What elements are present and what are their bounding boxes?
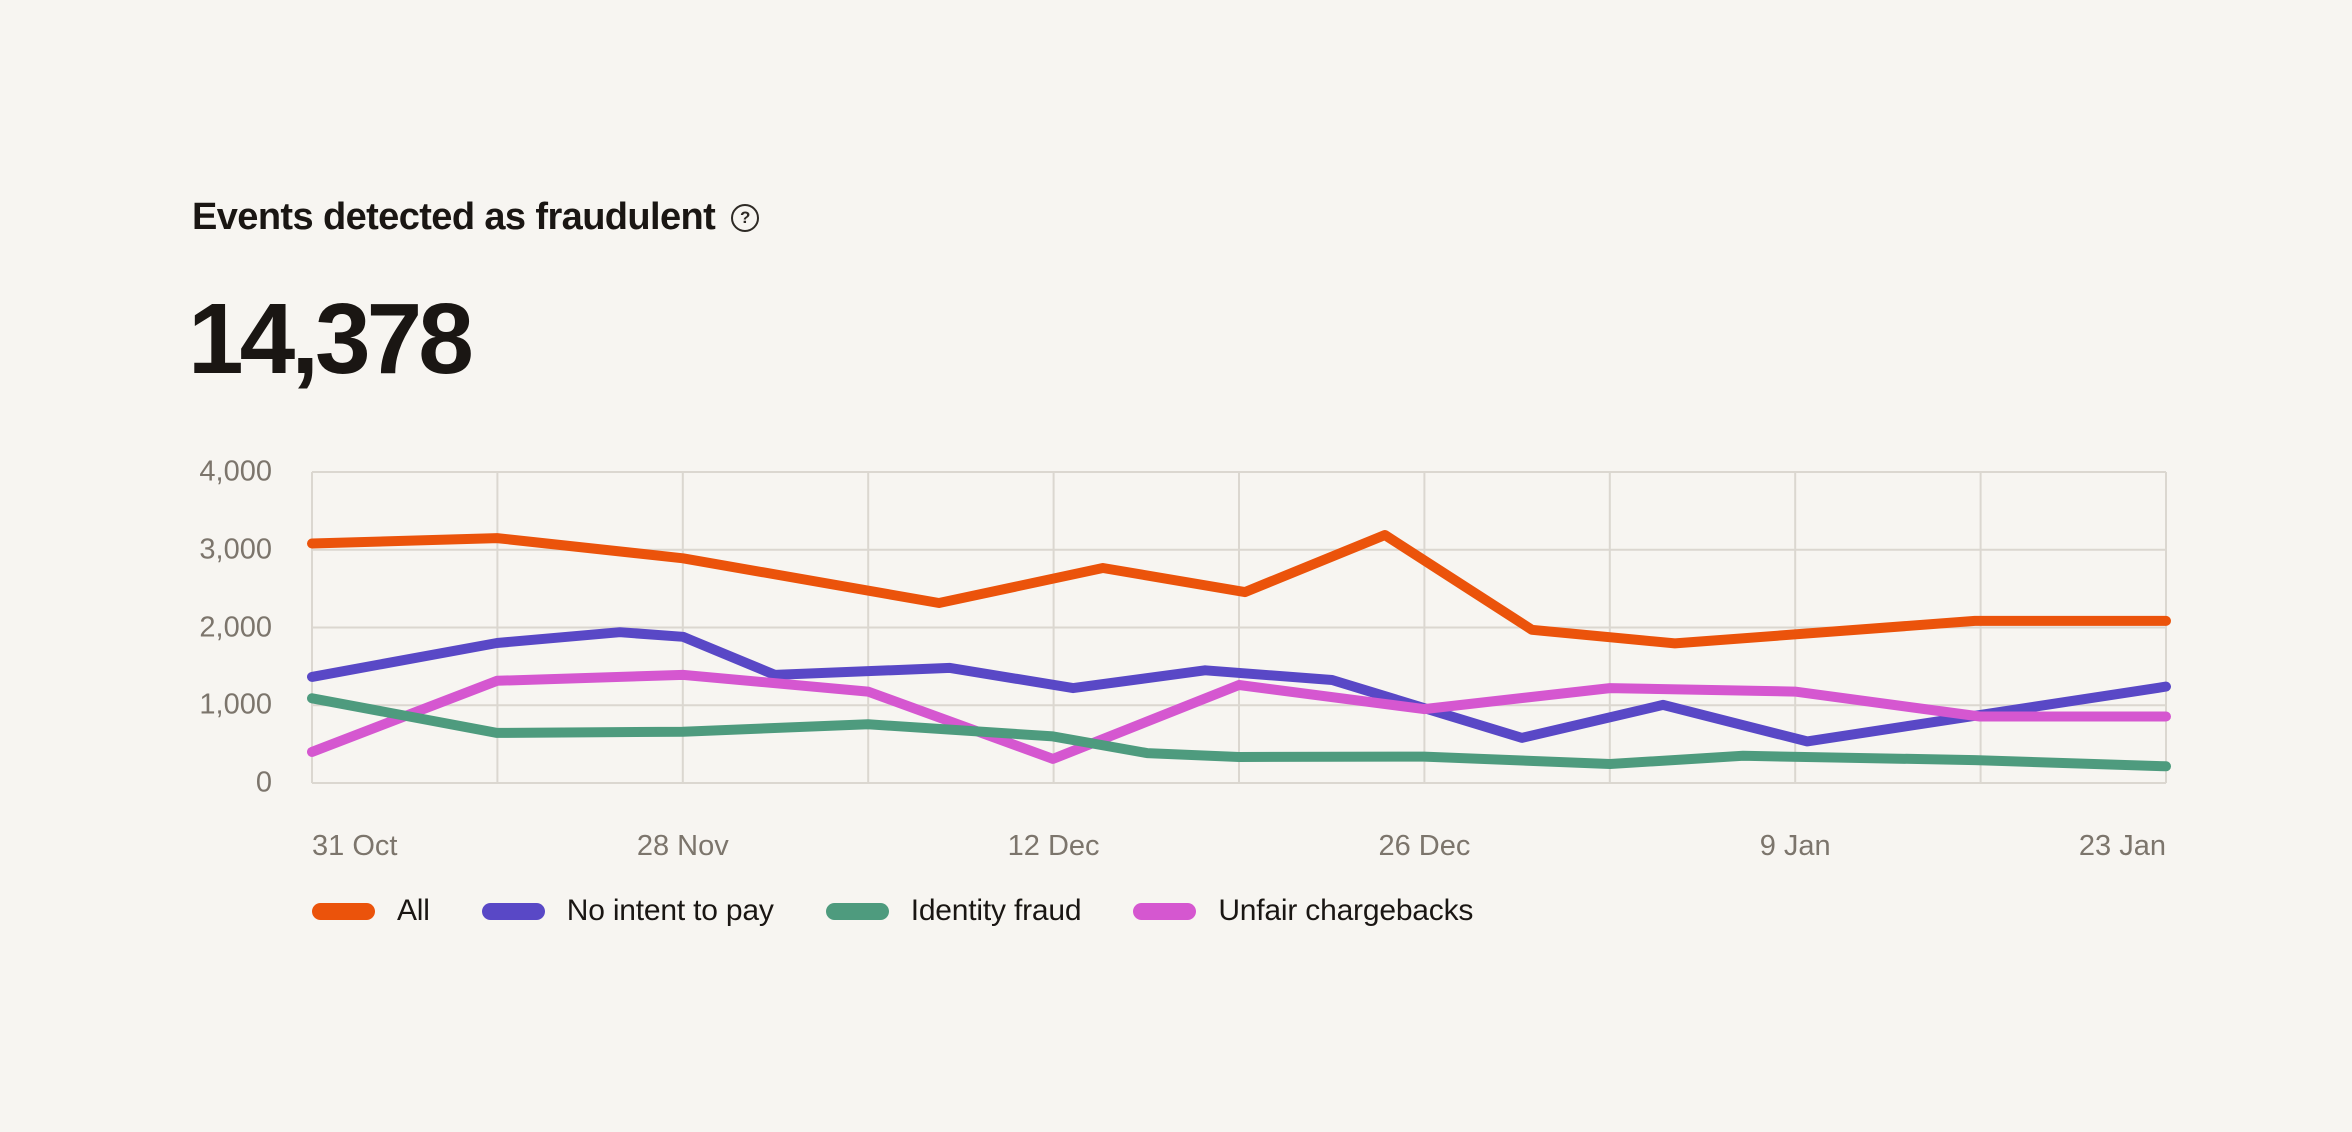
legend-label-no-intent-to-pay: No intent to pay [566, 894, 774, 927]
x-axis-label: 12 Dec [1007, 830, 1100, 862]
series-line-identity-fraud [307, 693, 2171, 772]
legend-label-unfair-chargebacks: Unfair chargebacks [1218, 894, 1474, 927]
y-axis-label: 0 [255, 766, 272, 799]
legend-swatch-unfair-chargebacks [1133, 902, 1197, 920]
legend-swatch-identity-fraud [825, 902, 889, 920]
legend-item-all[interactable]: All [312, 894, 430, 928]
series-line-all [307, 530, 2171, 649]
series-line-no-intent-to-pay [307, 627, 2171, 747]
legend-item-identity-fraud[interactable]: Identity fraud [825, 894, 1082, 928]
x-axis-label: 26 Dec [1378, 830, 1471, 862]
y-axis-label: 1,000 [199, 688, 272, 721]
legend-label-identity-fraud: Identity fraud [910, 894, 1082, 927]
series-line-unfair-chargebacks [307, 669, 2171, 764]
legend-swatch-no-intent-to-pay [481, 902, 545, 920]
legend-swatch-all [312, 902, 375, 920]
x-axis-label: 28 Nov [636, 830, 729, 862]
metric-total-value: 14,378 [188, 283, 474, 395]
x-axis-label: 9 Jan [1759, 830, 1831, 862]
y-axis-label: 3,000 [199, 533, 272, 566]
y-axis-label: 2,000 [199, 611, 272, 643]
legend-item-unfair-chargebacks[interactable]: Unfair chargebacks [1133, 894, 1473, 928]
help-icon[interactable]: ? [731, 203, 760, 232]
y-axis-label: 4,000 [199, 455, 272, 488]
chart-header: Events detected as fraudulent ? [192, 196, 760, 239]
chart-legend: All No intent to pay Identity fraud Unfa… [312, 894, 1473, 928]
legend-item-no-intent-to-pay[interactable]: No intent to pay [481, 894, 774, 928]
question-mark-glyph: ? [740, 207, 751, 227]
x-axis-label: 23 Jan [2078, 830, 2166, 862]
x-axis-label: 31 Oct [312, 830, 398, 862]
page-title: Events detected as fraudulent [192, 196, 716, 238]
legend-label-all: All [397, 894, 430, 927]
